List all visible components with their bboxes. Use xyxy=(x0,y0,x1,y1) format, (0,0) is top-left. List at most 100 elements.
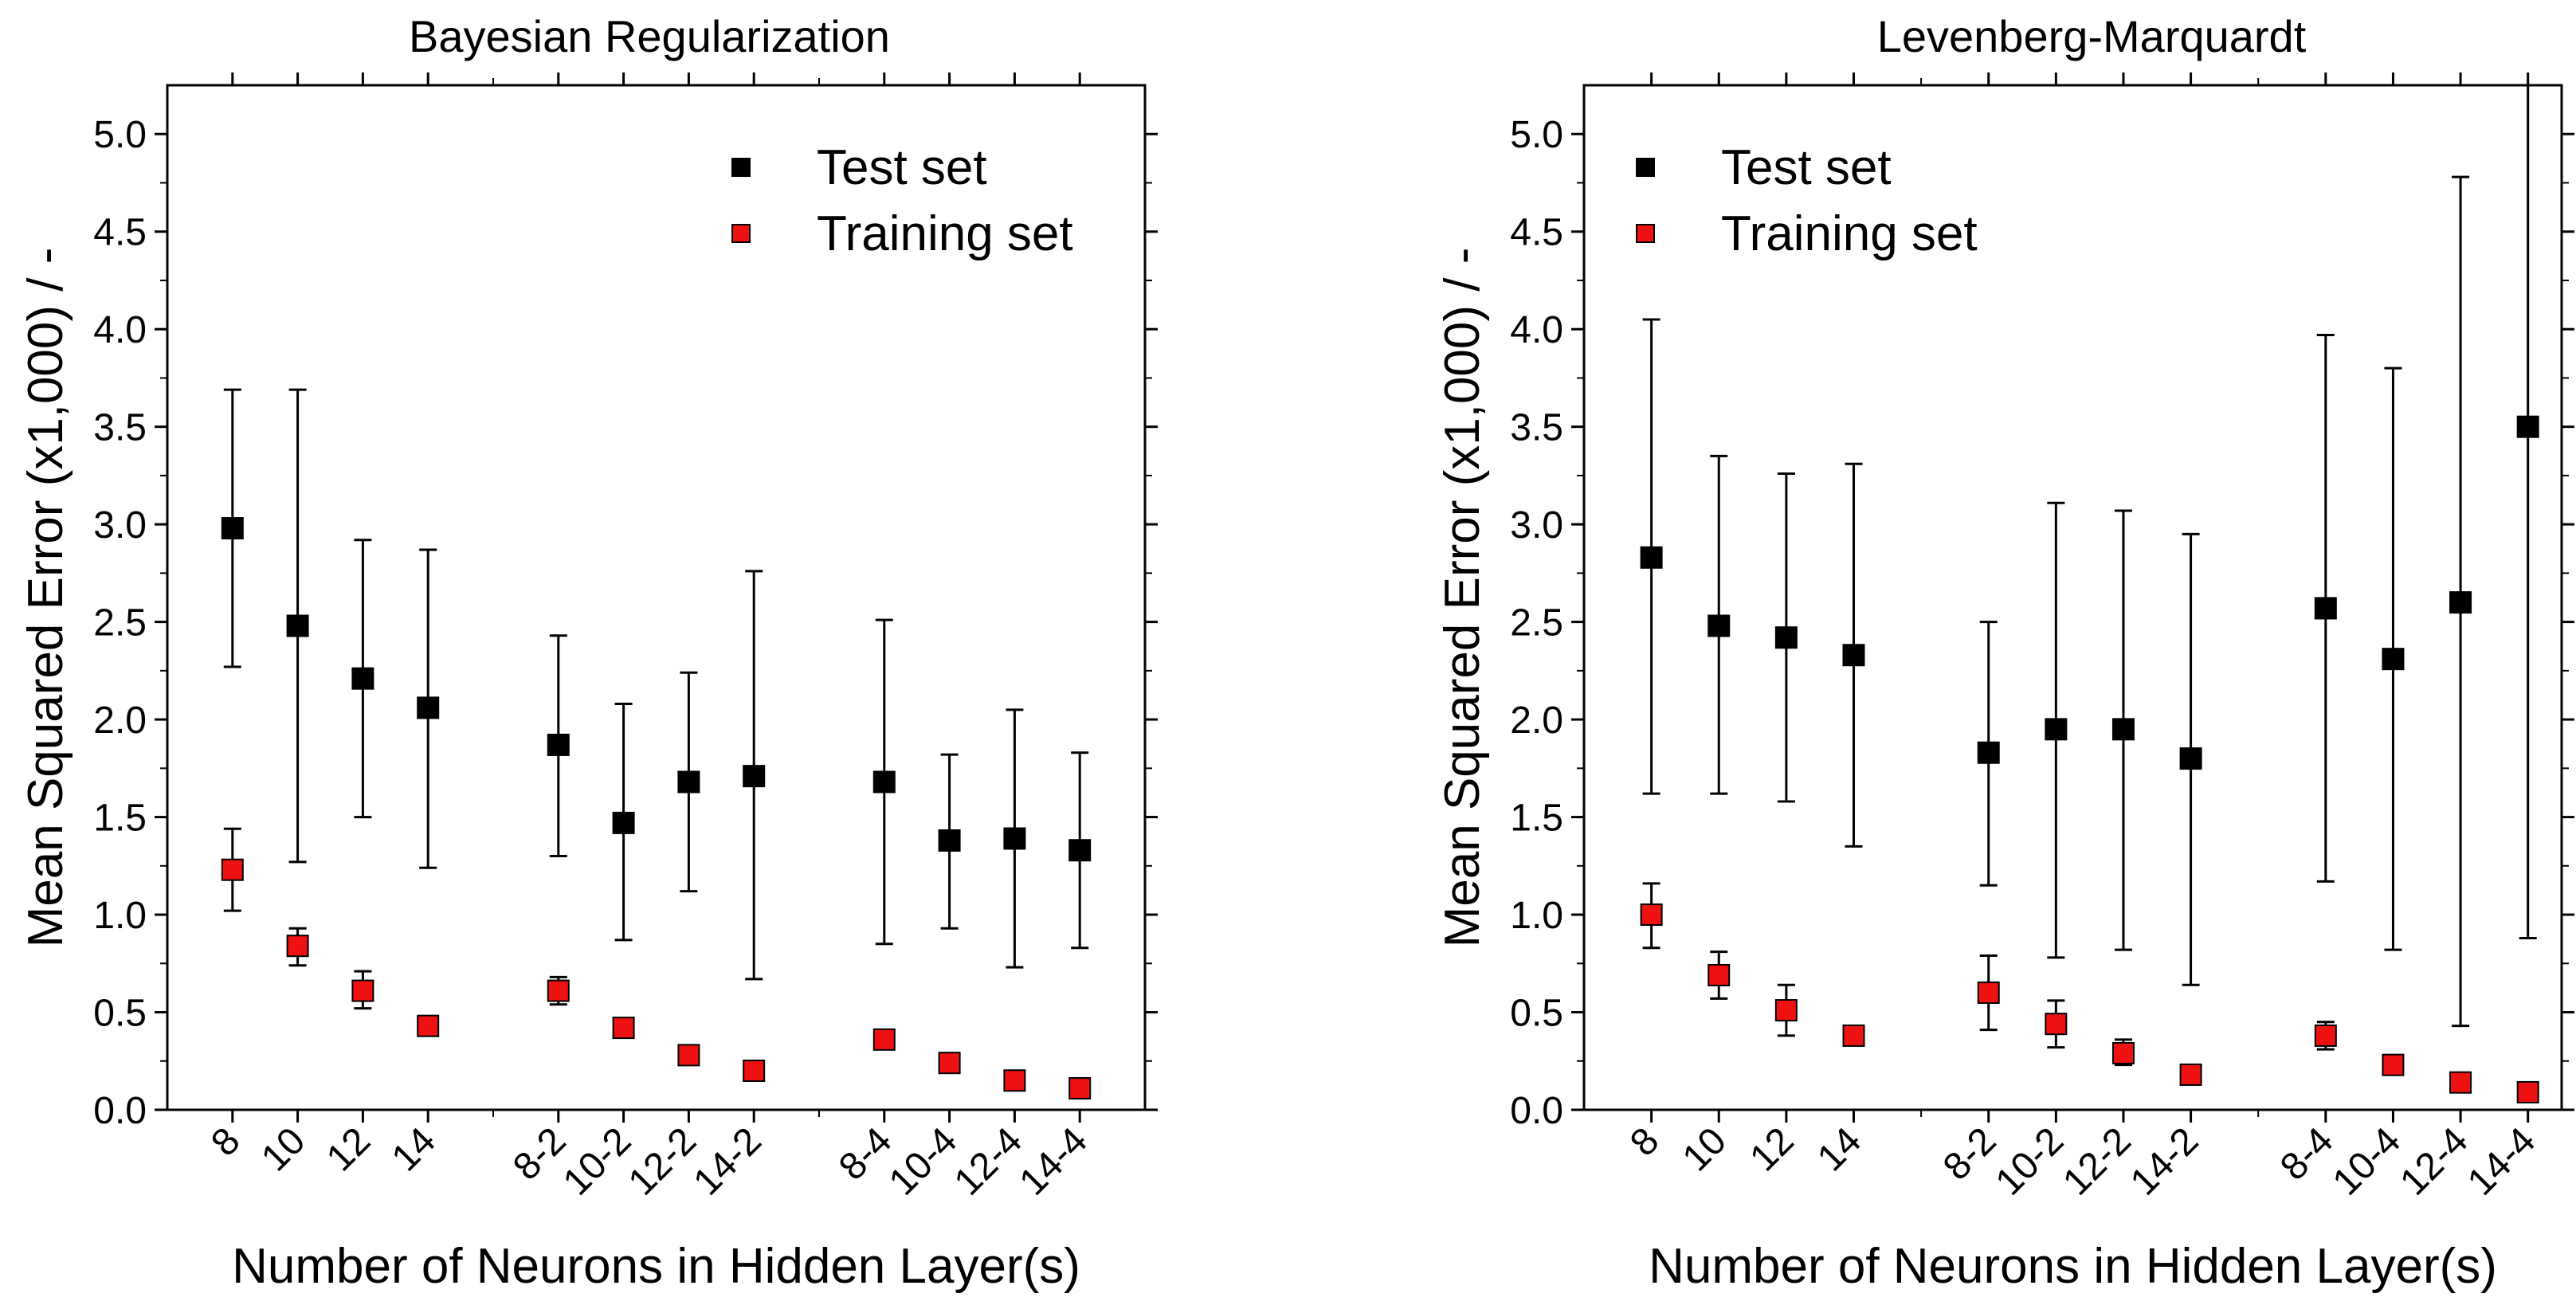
legend-test-label: Test set xyxy=(1721,140,1892,195)
training-set-point xyxy=(221,858,244,881)
y-tick-label: 2.0 xyxy=(93,700,147,742)
y-tick-label: 3.5 xyxy=(93,407,147,449)
test-set-point xyxy=(1003,827,1026,850)
test-set-point xyxy=(547,733,570,756)
test-set-point xyxy=(417,696,440,719)
test-set-point xyxy=(872,770,896,794)
training-set-point xyxy=(2314,1024,2337,1047)
training-set-point xyxy=(1068,1077,1092,1100)
test-set-point xyxy=(1774,626,1798,649)
legend-test-label: Test set xyxy=(817,140,987,195)
x-tick-label: 8 xyxy=(203,1119,248,1164)
test-set-point xyxy=(286,614,309,637)
training-set-point xyxy=(286,935,309,958)
x-tick-label: 14 xyxy=(384,1119,444,1179)
test-set-point xyxy=(1068,839,1092,862)
test-set-point xyxy=(2382,648,2405,671)
chart-levenberg-marquardt: Levenberg-Marquardt 0.0 0.5 1.0 1.5 2.0 2.5 3.0… xyxy=(1435,11,2574,1294)
training-set-point xyxy=(2382,1053,2405,1076)
x-tick-label: 10 xyxy=(1675,1119,1735,1179)
training-set-point xyxy=(1774,999,1798,1022)
x-tick-label: 12 xyxy=(319,1119,378,1179)
test-set-point xyxy=(2179,747,2202,770)
x-tick-label: 12-2 xyxy=(621,1119,704,1203)
training-set-point xyxy=(2516,1080,2539,1103)
y-tick-label: 2.0 xyxy=(1510,700,1563,742)
x-axis-label: Number of Neurons in Hidden Layer(s) xyxy=(1649,1239,2497,1294)
y-tick-label: 4.5 xyxy=(93,212,147,254)
y-tick-label: 2.5 xyxy=(93,602,147,645)
training-set-point xyxy=(677,1044,700,1067)
test-set-point xyxy=(221,517,244,540)
plot-frame xyxy=(166,84,1147,1111)
training-set-point xyxy=(1003,1069,1026,1092)
y-tick-label: 0.0 xyxy=(1510,1090,1563,1132)
x-tick-label: 14-4 xyxy=(2460,1119,2543,1203)
test-set-point xyxy=(1977,741,2000,764)
test-set-point xyxy=(2516,415,2539,438)
x-tick-label: 14-2 xyxy=(2123,1119,2206,1203)
test-set-point xyxy=(2449,591,2472,614)
x-axis-label: Number of Neurons in Hidden Layer(s) xyxy=(232,1239,1080,1294)
y-tick-label: 5.0 xyxy=(93,114,147,156)
test-set-point xyxy=(1842,644,1865,667)
training-set-point xyxy=(1977,982,2000,1005)
x-tick-label: 14-2 xyxy=(686,1119,770,1203)
legend: Test set Training set xyxy=(1636,140,1978,261)
y-tick-label: 1.0 xyxy=(93,895,147,937)
x-tick-label: 10-4 xyxy=(2325,1119,2409,1203)
legend-training-marker xyxy=(731,224,751,243)
x-tick-label: 12 xyxy=(1742,1119,1802,1179)
y-tick-label: 5.0 xyxy=(1510,114,1563,156)
y-tick-label: 0.5 xyxy=(93,993,147,1035)
legend-test-marker xyxy=(1636,158,1655,177)
test-set-point xyxy=(2045,718,2068,741)
test-set-point xyxy=(938,829,961,852)
y-tick-label: 1.5 xyxy=(93,798,147,840)
chart-title: Bayesian Regularization xyxy=(409,11,890,61)
training-set-point xyxy=(1842,1024,1865,1047)
training-set-point xyxy=(351,979,374,1002)
test-set-point xyxy=(612,811,635,834)
x-tick-label: 10 xyxy=(253,1119,313,1179)
legend: Test set Training set xyxy=(731,140,1073,261)
y-tick-label: 3.0 xyxy=(93,504,147,547)
plot-frame xyxy=(1582,84,2563,1111)
training-set-point xyxy=(612,1017,635,1040)
chart-title: Levenberg-Marquardt xyxy=(1877,11,2307,61)
training-set-point xyxy=(1640,903,1663,927)
x-tick-label: 12-4 xyxy=(2392,1119,2476,1203)
training-set-point xyxy=(743,1060,766,1083)
test-set-point xyxy=(2111,718,2135,741)
training-set-point xyxy=(547,979,570,1002)
training-set-point xyxy=(1708,963,1731,986)
x-tick-label: 10-2 xyxy=(1988,1119,2072,1203)
legend-test-marker xyxy=(731,158,751,177)
x-tick-label: 14 xyxy=(1809,1119,1869,1179)
training-set-point xyxy=(872,1028,896,1051)
y-tick-label: 0.0 xyxy=(93,1090,147,1132)
training-set-point xyxy=(2045,1013,2068,1036)
chart-bayesian-regularization: Bayesian Regularization 0.0 0.5 1.0 1.5 2.0 2.… xyxy=(18,11,1158,1294)
y-tick-label: 4.0 xyxy=(1510,309,1563,351)
training-set-point xyxy=(2179,1063,2202,1086)
y-tick-label: 1.0 xyxy=(1510,895,1563,937)
y-tick-label: 2.5 xyxy=(1510,602,1563,645)
y-tick-label: 3.0 xyxy=(1510,504,1563,547)
legend-training-label: Training set xyxy=(1721,206,1978,261)
training-set-point xyxy=(938,1052,961,1075)
test-set-point xyxy=(351,667,374,690)
y-tick-label: 1.5 xyxy=(1510,798,1563,840)
test-set-point xyxy=(677,770,700,794)
training-set-point xyxy=(2111,1041,2135,1064)
x-tick-label: 12-2 xyxy=(2055,1119,2139,1203)
training-set-point xyxy=(2449,1071,2472,1094)
legend-training-label: Training set xyxy=(817,206,1073,261)
test-set-point xyxy=(1708,614,1731,637)
x-tick-label: 10-4 xyxy=(881,1119,965,1203)
x-tick-label: 8 xyxy=(1622,1119,1667,1164)
y-tick-label: 4.0 xyxy=(93,309,147,351)
x-tick-label: 10-2 xyxy=(555,1119,639,1203)
